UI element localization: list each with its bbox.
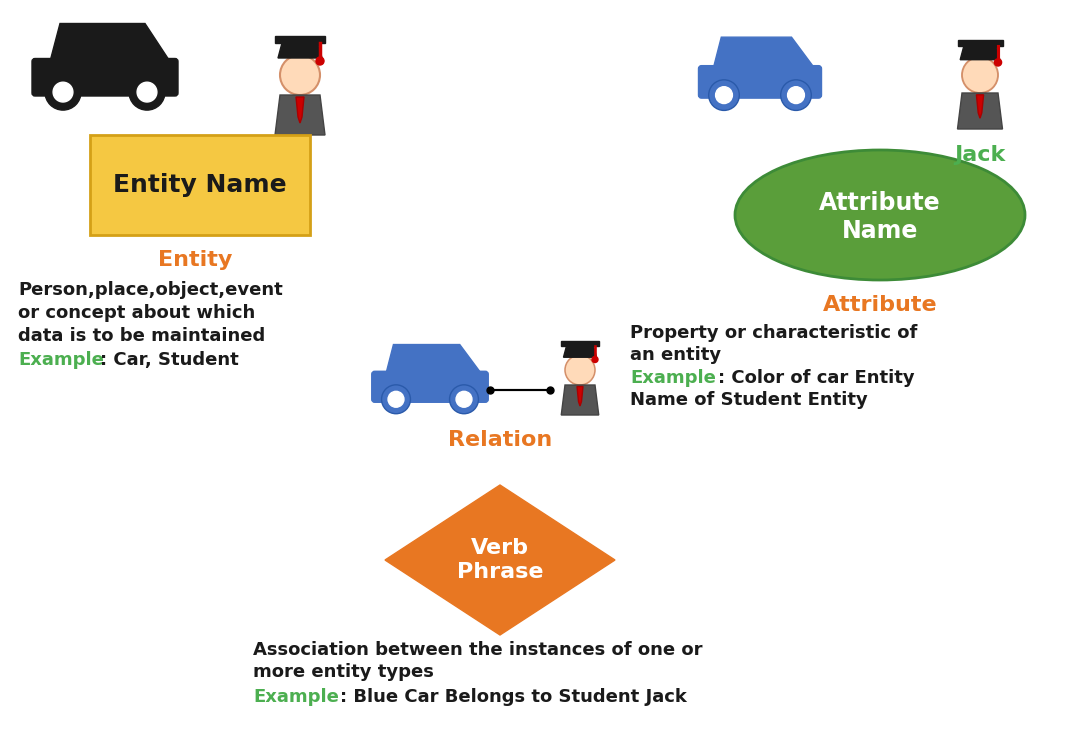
- Polygon shape: [562, 385, 598, 415]
- Polygon shape: [960, 46, 999, 59]
- Polygon shape: [386, 344, 482, 374]
- Polygon shape: [577, 387, 583, 406]
- Polygon shape: [713, 37, 815, 69]
- Bar: [957, 40, 1003, 46]
- Text: Association between the instances of one or: Association between the instances of one…: [253, 641, 702, 659]
- Text: or concept about which: or concept about which: [18, 304, 255, 322]
- Circle shape: [962, 57, 998, 93]
- Polygon shape: [385, 485, 615, 635]
- Ellipse shape: [735, 150, 1025, 280]
- Circle shape: [456, 391, 472, 407]
- Circle shape: [565, 355, 595, 385]
- Circle shape: [709, 80, 739, 111]
- Polygon shape: [278, 43, 322, 58]
- Circle shape: [388, 391, 404, 407]
- Text: Example: Example: [630, 369, 715, 387]
- Text: Name: Name: [842, 219, 918, 243]
- Circle shape: [780, 80, 811, 111]
- FancyBboxPatch shape: [33, 59, 178, 96]
- Text: : Car, Student: : Car, Student: [100, 351, 238, 369]
- Text: Phrase: Phrase: [456, 562, 543, 582]
- Text: Example: Example: [18, 351, 104, 369]
- Bar: [275, 36, 325, 43]
- Polygon shape: [275, 95, 325, 135]
- Circle shape: [592, 356, 598, 363]
- Circle shape: [280, 55, 320, 95]
- Text: : Blue Car Belongs to Student Jack: : Blue Car Belongs to Student Jack: [340, 688, 687, 706]
- Circle shape: [317, 57, 324, 65]
- Text: Person,place,object,event: Person,place,object,event: [18, 281, 283, 299]
- Bar: [562, 341, 598, 346]
- Text: Property or characteristic of: Property or characteristic of: [630, 324, 917, 342]
- Circle shape: [53, 82, 73, 102]
- FancyBboxPatch shape: [90, 135, 310, 235]
- Polygon shape: [564, 346, 596, 357]
- Circle shape: [129, 74, 165, 110]
- Text: an entity: an entity: [630, 346, 721, 364]
- Text: Jack: Jack: [954, 145, 1006, 165]
- Circle shape: [137, 82, 157, 102]
- Text: Name of Student Entity: Name of Student Entity: [630, 391, 868, 409]
- Text: Verb: Verb: [472, 538, 529, 558]
- Circle shape: [382, 385, 411, 414]
- Text: Attribute: Attribute: [823, 295, 938, 315]
- FancyBboxPatch shape: [698, 65, 822, 98]
- Text: more entity types: more entity types: [253, 663, 434, 681]
- Polygon shape: [296, 97, 304, 123]
- Text: Attribute: Attribute: [820, 191, 941, 215]
- Text: : Color of car Entity: : Color of car Entity: [718, 369, 915, 387]
- Circle shape: [46, 74, 81, 110]
- Text: Example: Example: [253, 688, 339, 706]
- Polygon shape: [50, 24, 170, 62]
- Circle shape: [788, 87, 804, 104]
- Text: Entity: Entity: [158, 250, 232, 270]
- Polygon shape: [957, 93, 1003, 129]
- Circle shape: [450, 385, 478, 414]
- Text: Relation: Relation: [448, 430, 552, 450]
- Circle shape: [715, 87, 733, 104]
- Text: Entity Name: Entity Name: [113, 173, 287, 197]
- FancyBboxPatch shape: [372, 371, 488, 402]
- Text: data is to be maintained: data is to be maintained: [18, 327, 266, 345]
- Circle shape: [994, 59, 1002, 66]
- Polygon shape: [977, 95, 983, 118]
